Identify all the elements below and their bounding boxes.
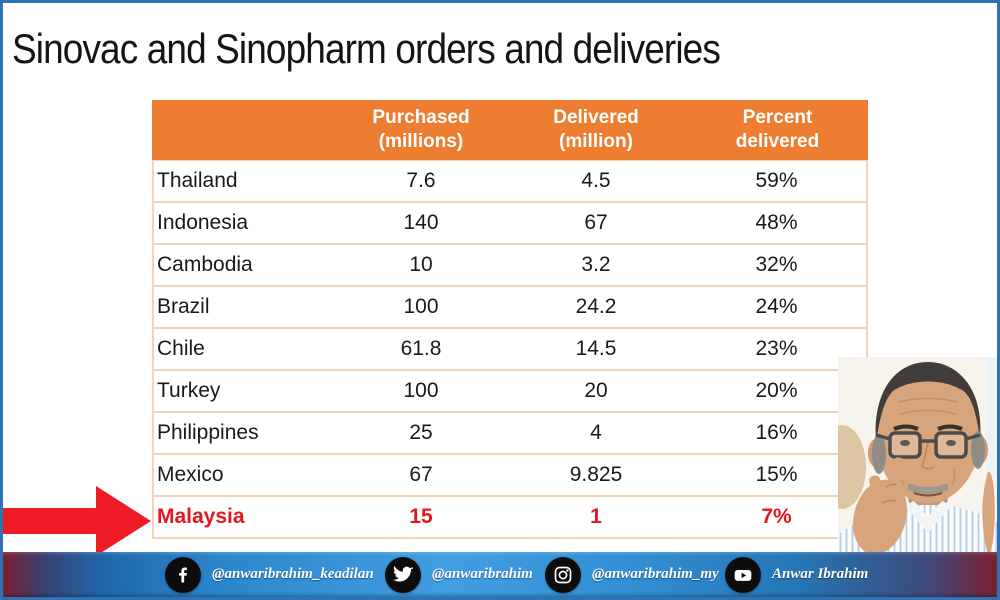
- cell-delivered: 3.2: [581, 253, 611, 276]
- cell-country: Turkey: [157, 379, 221, 402]
- cell-percent: 15%: [755, 463, 798, 486]
- instagram-icon: [545, 556, 581, 593]
- youtube-icon: [725, 556, 761, 593]
- red-arrow-icon: [3, 482, 153, 558]
- cell-country: Mexico: [157, 463, 224, 486]
- instagram-handle: @anwaribrahim_my: [592, 566, 719, 582]
- header-percent: Percent delivered: [735, 107, 820, 152]
- table-row: Chile 61.8 14.5 23%: [154, 329, 866, 371]
- anwar-ibrahim-portrait: [838, 357, 997, 557]
- cell-country: Cambodia: [157, 253, 253, 276]
- social-item-youtube: Anwar Ibrahim: [725, 552, 868, 597]
- table-row: Indonesia 140 67 48%: [154, 203, 866, 245]
- cell-percent: 20%: [755, 379, 798, 402]
- cell-delivered: 24.2: [575, 295, 617, 318]
- cell-delivered: 4: [590, 421, 602, 444]
- table-row: Turkey 100 20 20%: [154, 371, 866, 413]
- cell-delivered: 9.825: [569, 463, 623, 486]
- table-row: Philippines 25 4 16%: [154, 413, 866, 455]
- social-item-instagram: @anwaribrahim_my: [545, 552, 719, 597]
- cell-purchased: 100: [403, 295, 439, 318]
- cell-percent: 7%: [761, 505, 792, 528]
- table-row: Brazil 100 24.2 24%: [154, 287, 866, 329]
- header-purchased: Purchased (millions): [372, 107, 470, 152]
- cell-purchased: 7.6: [406, 169, 436, 192]
- cell-percent: 48%: [755, 211, 798, 234]
- cell-percent: 32%: [755, 253, 798, 276]
- cell-country: Philippines: [157, 421, 259, 444]
- cell-purchased: 25: [409, 421, 433, 444]
- youtube-handle: Anwar Ibrahim: [772, 566, 869, 582]
- cell-percent: 24%: [755, 295, 798, 318]
- cell-purchased: 100: [403, 379, 439, 402]
- cell-country: Malaysia: [157, 505, 245, 528]
- cell-delivered: 67: [584, 211, 608, 234]
- table-row: Malaysia 15 1 7%: [154, 497, 866, 539]
- cell-purchased: 61.8: [400, 337, 442, 360]
- page-title: Sinovac and Sinopharm orders and deliver…: [12, 25, 721, 72]
- table-row: Cambodia 10 3.2 32%: [154, 245, 866, 287]
- cell-country: Brazil: [157, 295, 210, 318]
- header-delivered: Delivered (million): [553, 107, 639, 152]
- cell-country: Thailand: [157, 169, 238, 192]
- cell-delivered: 20: [584, 379, 608, 402]
- table-row: Mexico 67 9.825 15%: [154, 455, 866, 497]
- cell-country: Chile: [157, 337, 205, 360]
- cell-country: Indonesia: [157, 211, 249, 234]
- twitter-icon: [385, 556, 421, 593]
- social-footer-bar: @anwaribrahim_keadilan @anwaribrahim @an…: [3, 552, 997, 597]
- cell-purchased: 15: [409, 505, 433, 528]
- social-item-twitter: @anwaribrahim: [385, 552, 533, 597]
- cell-purchased: 10: [409, 253, 433, 276]
- cell-delivered: 4.5: [581, 169, 611, 192]
- cell-delivered: 14.5: [575, 337, 617, 360]
- cell-percent: 23%: [755, 337, 798, 360]
- social-item-facebook: @anwaribrahim_keadilan: [165, 552, 374, 597]
- cell-purchased: 67: [409, 463, 433, 486]
- vaccine-table: Purchased (millions) Delivered (million)…: [152, 100, 868, 539]
- table-row: Thailand 7.6 4.5 59%: [154, 161, 866, 203]
- facebook-handle: @anwaribrahim_keadilan: [212, 566, 374, 582]
- cell-percent: 16%: [755, 421, 798, 444]
- table-body: Thailand 7.6 4.5 59% Indonesia 140 67 48…: [152, 160, 868, 539]
- table-header-row: Purchased (millions) Delivered (million)…: [152, 100, 868, 160]
- cell-delivered: 1: [590, 505, 602, 528]
- cell-percent: 59%: [755, 169, 798, 192]
- twitter-handle: @anwaribrahim: [432, 566, 533, 582]
- facebook-icon: [165, 556, 201, 593]
- cell-purchased: 140: [403, 211, 439, 234]
